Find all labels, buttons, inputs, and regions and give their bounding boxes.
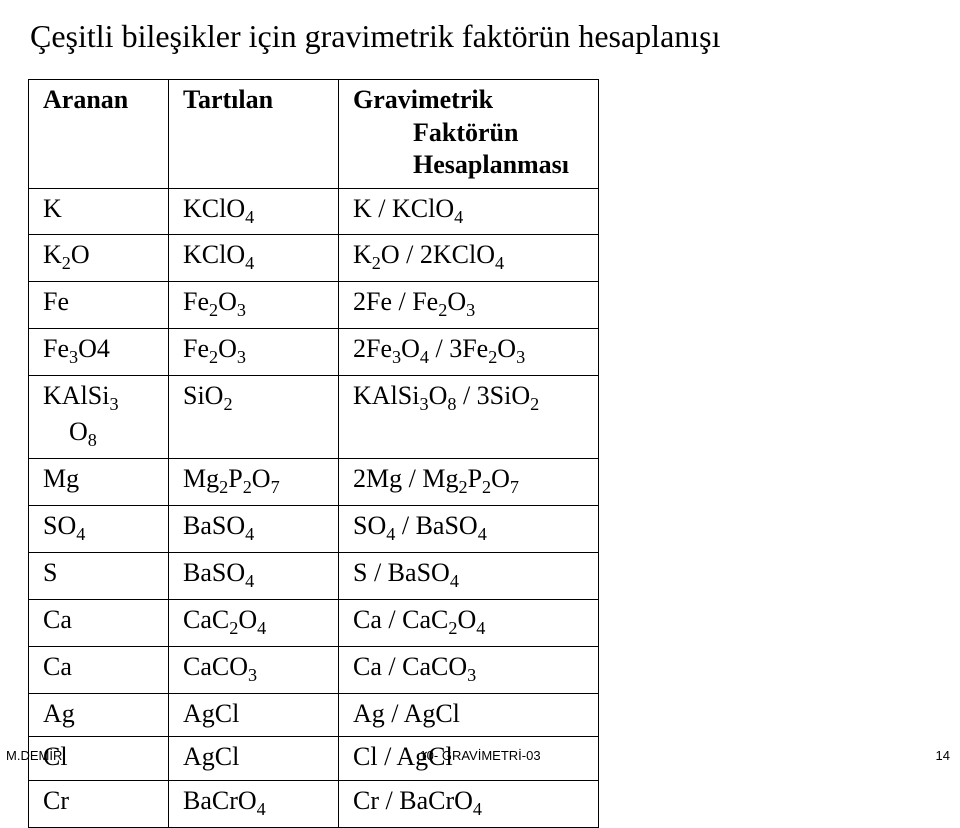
table-row: SO4BaSO4SO4 / BaSO4 xyxy=(29,506,599,553)
cell-hesap: SO4 / BaSO4 xyxy=(339,506,599,553)
cell-hesap: Cr / BaCrO4 xyxy=(339,780,599,827)
table-row: KKClO4K / KClO4 xyxy=(29,188,599,235)
cell-tartilan: Mg2P2O7 xyxy=(169,459,339,506)
table-row: CaCaC2O4Ca / CaC2O4 xyxy=(29,599,599,646)
table-container: Aranan Tartılan Gravimetrik Faktörün Hes… xyxy=(0,55,960,828)
cell-hesap: K2O / 2KClO4 xyxy=(339,235,599,282)
cell-aranan: KAlSi3 O8 xyxy=(29,376,169,459)
table-row: SBaSO4S / BaSO4 xyxy=(29,553,599,600)
cell-aranan: SO4 xyxy=(29,506,169,553)
cell-tartilan: BaSO4 xyxy=(169,553,339,600)
col-header-line1: Gravimetrik xyxy=(353,85,493,114)
cell-aranan: Ca xyxy=(29,646,169,693)
cell-tartilan: BaSO4 xyxy=(169,506,339,553)
cell-tartilan: KClO4 xyxy=(169,235,339,282)
cell-aranan: Ca xyxy=(29,599,169,646)
cell-aranan: K2O xyxy=(29,235,169,282)
table-row: FeFe2O32Fe / Fe2O3 xyxy=(29,282,599,329)
table-row: Fe3O4Fe2O32Fe3O4 / 3Fe2O3 xyxy=(29,329,599,376)
footer-title: 10- GRAVİMETRİ-03 xyxy=(419,748,540,763)
col-header-hesap: Gravimetrik Faktörün Hesaplanması xyxy=(339,80,599,189)
table-row: KAlSi3 O8SiO2KAlSi3O8 / 3SiO2 xyxy=(29,376,599,459)
col-header-aranan: Aranan xyxy=(29,80,169,189)
cell-tartilan: SiO2 xyxy=(169,376,339,459)
cell-tartilan: CaCO3 xyxy=(169,646,339,693)
cell-hesap: 2Mg / Mg2P2O7 xyxy=(339,459,599,506)
cell-hesap: 2Fe / Fe2O3 xyxy=(339,282,599,329)
cell-hesap: Ca / CaC2O4 xyxy=(339,599,599,646)
table-header-row: Aranan Tartılan Gravimetrik Faktörün Hes… xyxy=(29,80,599,189)
cell-aranan: K xyxy=(29,188,169,235)
table-row: K2OKClO4K2O / 2KClO4 xyxy=(29,235,599,282)
col-header-tartilan: Tartılan xyxy=(169,80,339,189)
table-row: MgMg2P2O72Mg / Mg2P2O7 xyxy=(29,459,599,506)
cell-aranan: Fe xyxy=(29,282,169,329)
footer-page-number: 14 xyxy=(936,748,950,763)
cell-tartilan: Fe2O3 xyxy=(169,329,339,376)
cell-aranan: Cr xyxy=(29,780,169,827)
cell-aranan: S xyxy=(29,553,169,600)
table-row: CrBaCrO4Cr / BaCrO4 xyxy=(29,780,599,827)
cell-hesap: KAlSi3O8 / 3SiO2 xyxy=(339,376,599,459)
col-header-line3: Hesaplanması xyxy=(353,150,569,179)
cell-hesap: K / KClO4 xyxy=(339,188,599,235)
page-title: Çeşitli bileşikler için gravimetrik fakt… xyxy=(0,0,960,55)
col-header-line2: Faktörün xyxy=(353,118,518,147)
cell-tartilan: CaC2O4 xyxy=(169,599,339,646)
cell-hesap: Ag / AgCl xyxy=(339,693,599,737)
cell-hesap: S / BaSO4 xyxy=(339,553,599,600)
table-row: CaCaCO3Ca / CaCO3 xyxy=(29,646,599,693)
cell-tartilan: BaCrO4 xyxy=(169,780,339,827)
cell-tartilan: KClO4 xyxy=(169,188,339,235)
cell-aranan: Fe3O4 xyxy=(29,329,169,376)
cell-aranan: Ag xyxy=(29,693,169,737)
cell-tartilan: Fe2O3 xyxy=(169,282,339,329)
cell-aranan: Mg xyxy=(29,459,169,506)
cell-hesap: Ca / CaCO3 xyxy=(339,646,599,693)
cell-tartilan: AgCl xyxy=(169,737,339,781)
gravimetric-table: Aranan Tartılan Gravimetrik Faktörün Hes… xyxy=(28,79,599,828)
cell-tartilan: AgCl xyxy=(169,693,339,737)
footer-author: M.DEMİR xyxy=(6,748,62,763)
table-row: AgAgClAg / AgCl xyxy=(29,693,599,737)
table-body: KKClO4K / KClO4K2OKClO4K2O / 2KClO4FeFe2… xyxy=(29,188,599,827)
cell-hesap: 2Fe3O4 / 3Fe2O3 xyxy=(339,329,599,376)
